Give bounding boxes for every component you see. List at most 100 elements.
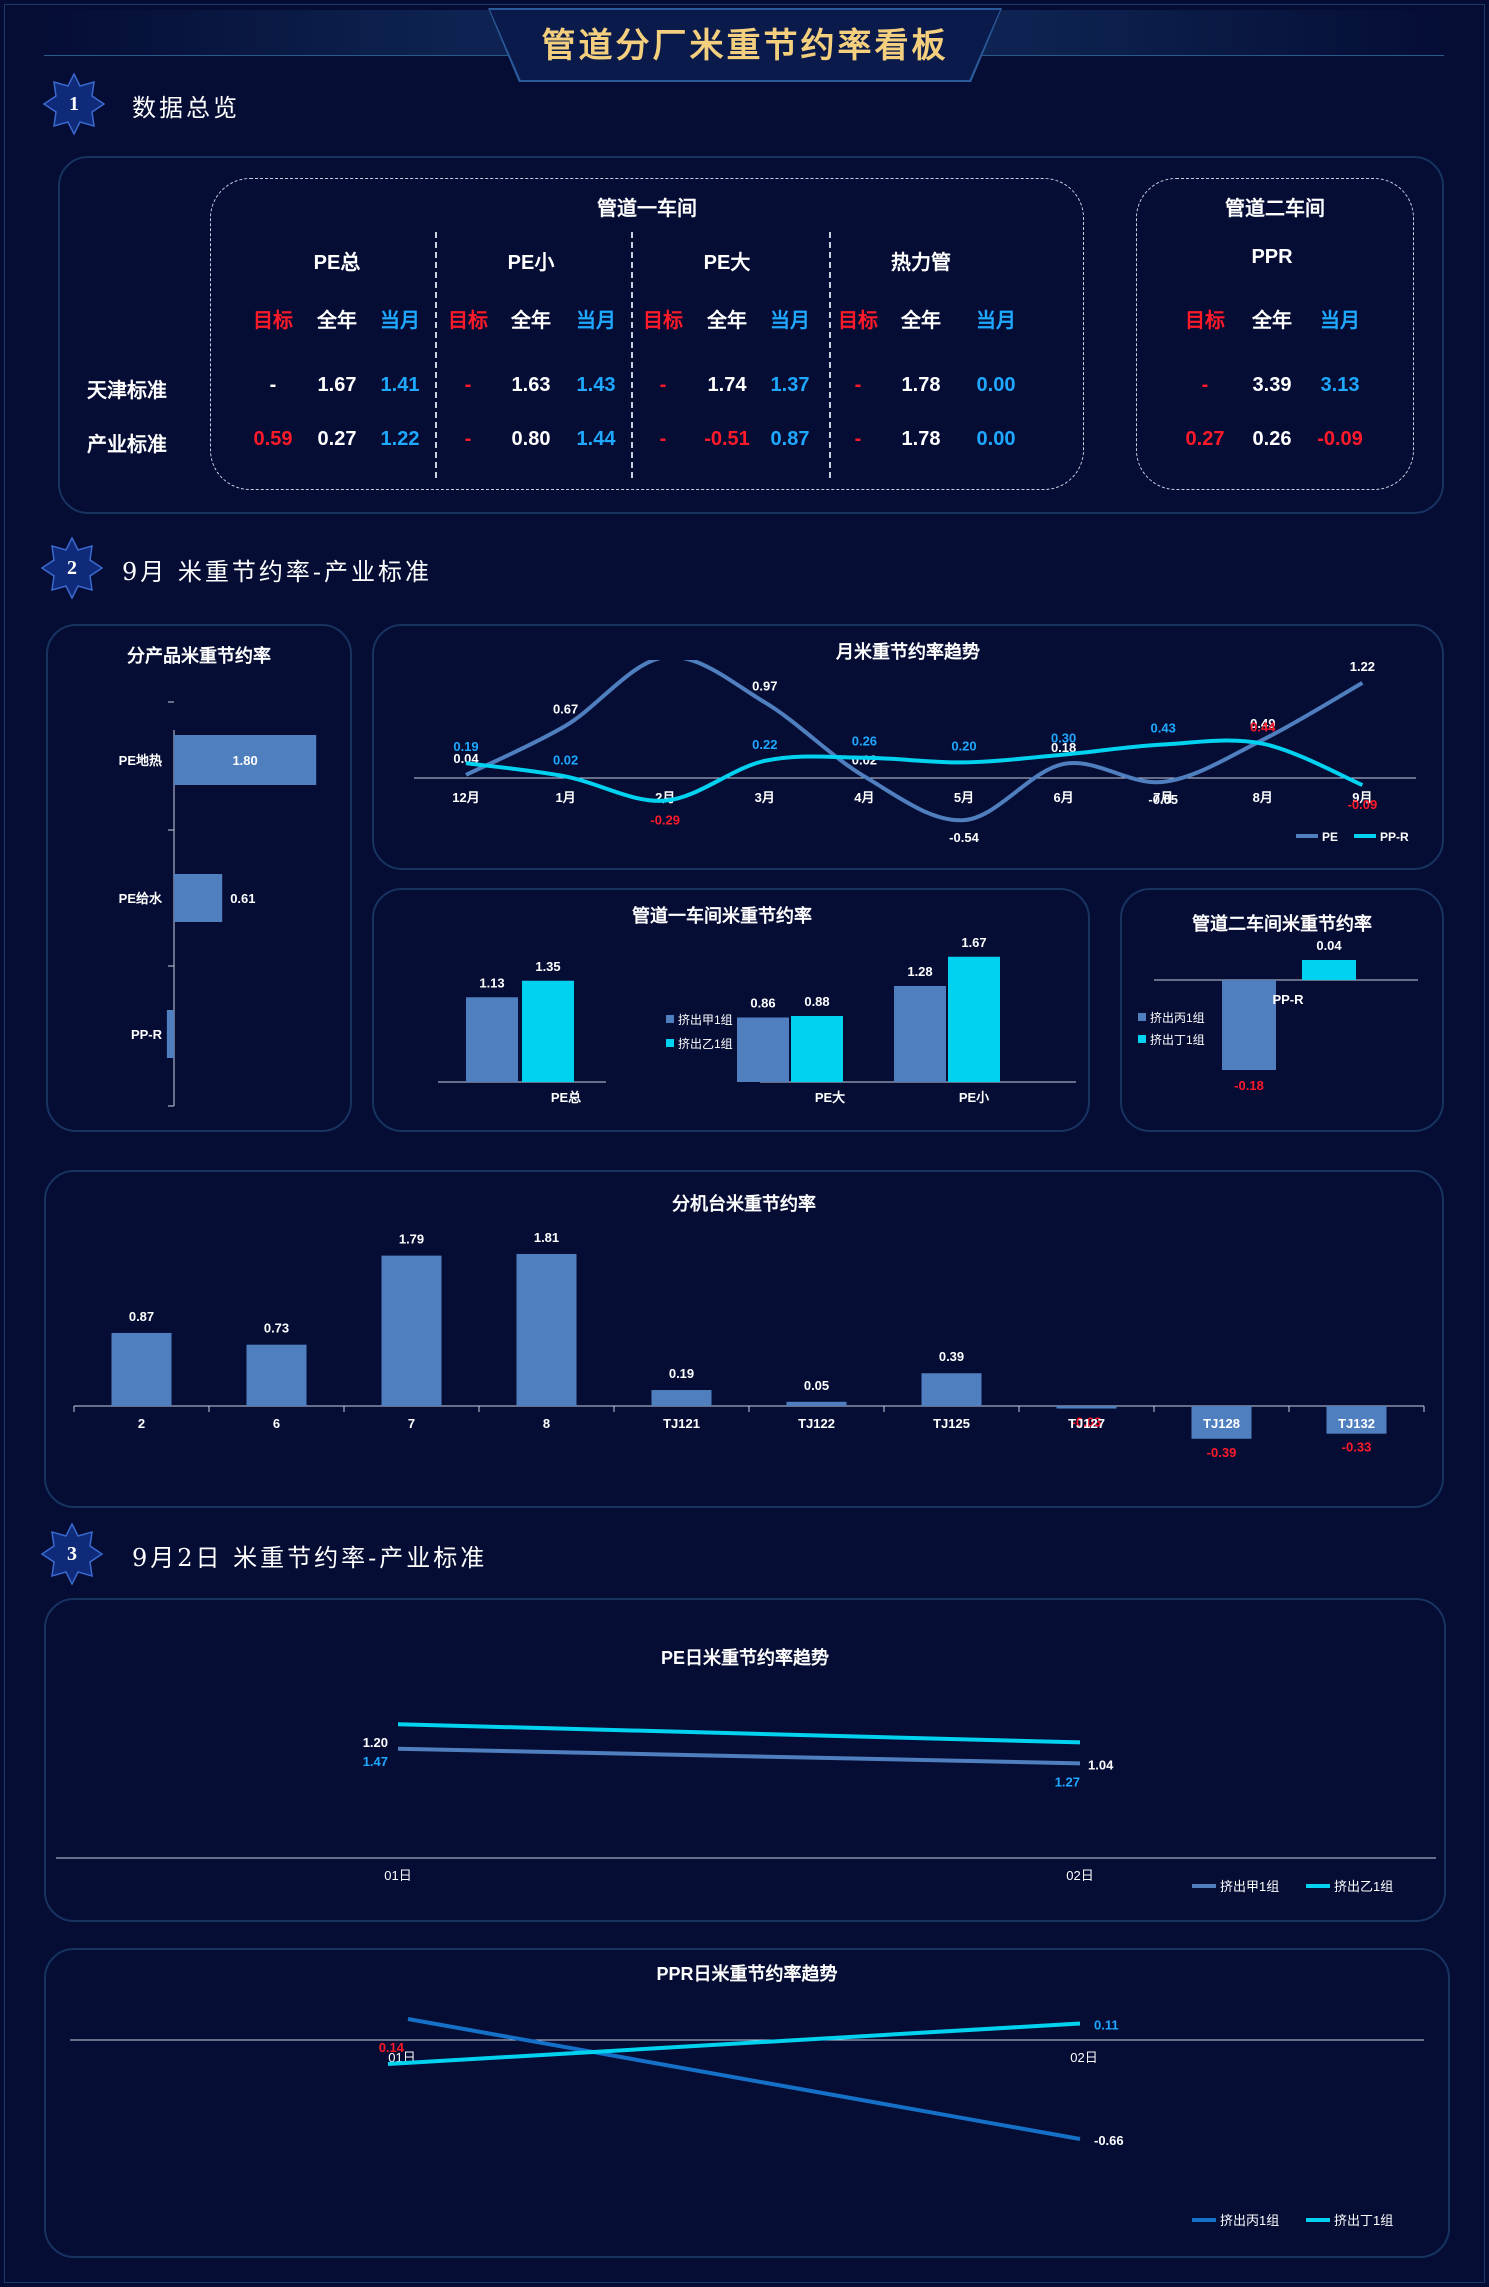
section-number: 2 (67, 557, 77, 579)
legend-label: 挤出丙1组 (1220, 2213, 1279, 2228)
ws2-chart-title: 管道二车间米重节约率 (1192, 914, 1372, 934)
data-label: 1.20 (363, 1735, 388, 1750)
data-label: -0.18 (1234, 1078, 1264, 1093)
section-title: 数据总览 (132, 94, 240, 122)
data-label: 1.35 (535, 959, 560, 974)
tianjin-value: 1.37 (770, 374, 810, 396)
divider (631, 232, 633, 478)
tianjin-value: 1.63 (511, 374, 551, 396)
tianjin-value: - (464, 374, 472, 396)
row-label-industry: 产业标准 (87, 434, 167, 456)
bar (1191, 1406, 1252, 1439)
column-header: 目标 (253, 310, 293, 332)
x-tick-label: 6 (273, 1416, 280, 1431)
data-label: 0.43 (1151, 720, 1176, 735)
legend-label: 挤出甲1组 (678, 1012, 733, 1027)
data-label: 1.80 (232, 753, 257, 768)
group-name: PPR (1251, 246, 1293, 268)
series-line-PP-R (465, 738, 1364, 803)
legend-swatch (666, 1015, 674, 1023)
legend-label: 挤出丁1组 (1150, 1032, 1205, 1047)
data-label: 0.04 (1316, 938, 1342, 953)
industry-value: -0.51 (704, 428, 750, 450)
data-label: 1.04 (1088, 1757, 1114, 1772)
workshop1-title: 管道一车间 (597, 198, 697, 220)
x-tick-label: TJ128 (1203, 1416, 1240, 1431)
tianjin-value: - (1201, 374, 1209, 396)
data-label: 0.19 (453, 739, 478, 754)
column-header: 目标 (643, 310, 683, 332)
column-header: 目标 (1185, 310, 1225, 332)
section-badge-icon (40, 1522, 104, 1586)
group-name: PE大 (703, 252, 751, 274)
ws1-chart: 1.13 1.35 PE总 0.86 0.88 PE大 1.28 1.67 PE小 挤出甲1组挤出… (438, 935, 1076, 1105)
data-label: 0.14 (379, 2040, 405, 2055)
legend-label: 挤出甲1组 (1220, 1879, 1279, 1894)
data-label: 0.20 (951, 738, 976, 753)
column-header: 当月 (976, 310, 1016, 332)
x-tick-label: TJ122 (798, 1416, 835, 1431)
x-tick-label: PP-R (1272, 992, 1304, 1007)
tianjin-value: 3.39 (1252, 374, 1292, 396)
column-header: 当月 (770, 310, 810, 332)
tianjin-value: 1.67 (317, 374, 357, 396)
bar (1302, 960, 1356, 980)
data-label: 0.97 (752, 678, 777, 693)
machine-chart: 0.87 2 0.73 6 1.79 7 1.81 8 0.19 TJ121 0.05 TJ122 0.… (73, 1230, 1425, 1460)
industry-value: - (854, 428, 862, 450)
data-label: 0.61 (230, 891, 255, 906)
product-chart-title: 分产品米重节约率 (127, 646, 271, 666)
x-tick-label: 01日 (384, 1868, 411, 1883)
column-header: 当月 (576, 310, 616, 332)
ws1-chart-title: 管道一车间米重节约率 (632, 906, 812, 926)
data-label: 0.05 (804, 1378, 829, 1393)
column-header: 目标 (448, 310, 488, 332)
pe-daily-panel (44, 1598, 1446, 1922)
group-name: PE小 (507, 252, 555, 274)
industry-value: 0.80 (511, 428, 551, 450)
x-tick-label: PE总 (551, 1090, 581, 1105)
industry-value: 0.26 (1252, 428, 1292, 450)
x-tick-label: 8 (543, 1416, 550, 1431)
legend-swatch (1138, 1035, 1146, 1043)
data-label: 0.30 (1051, 731, 1076, 746)
data-label: 1.13 (479, 975, 504, 990)
data-label: -0.39 (1207, 1445, 1237, 1460)
divider (829, 232, 831, 478)
legend-label: PE (1322, 830, 1338, 844)
bar (948, 956, 1000, 1082)
bar (166, 1010, 174, 1058)
data-label: -0.33 (1342, 1440, 1372, 1455)
column-header: 当月 (1320, 310, 1360, 332)
industry-value: 1.78 (901, 428, 941, 450)
series-line (407, 2017, 1081, 2141)
category-label: PP-R (131, 1027, 163, 1042)
tianjin-value: - (659, 374, 667, 396)
industry-value: 1.44 (576, 428, 616, 450)
bar (174, 874, 223, 922)
tianjin-value: - (854, 374, 862, 396)
ws2-chart-panel (1120, 888, 1444, 1132)
category-label: PE地热 (119, 753, 162, 768)
x-tick-label: 1月 (555, 790, 575, 805)
tianjin-value: 0.00 (976, 374, 1016, 396)
data-label: 0.44 (1250, 720, 1276, 735)
ppr-daily-panel (44, 1948, 1450, 2258)
bar (1326, 1406, 1387, 1434)
column-header: 全年 (1252, 310, 1292, 332)
bar (516, 1253, 577, 1406)
divider (435, 232, 437, 478)
legend-swatch (666, 1039, 674, 1047)
data-label: 1.22 (1350, 660, 1375, 674)
data-label: 0.02 (852, 752, 877, 767)
column-header: 目标 (838, 310, 878, 332)
bar (381, 1255, 442, 1406)
industry-value: 0.59 (253, 428, 293, 450)
group-name: PE总 (313, 252, 361, 274)
product-chart: PE地热 1.80 PE给水 0.61 PP-R (119, 701, 317, 1107)
legend-label: 挤出丁1组 (1334, 2213, 1393, 2228)
x-tick-label: TJ132 (1338, 1416, 1375, 1431)
data-label: 0.49 (1250, 716, 1275, 731)
